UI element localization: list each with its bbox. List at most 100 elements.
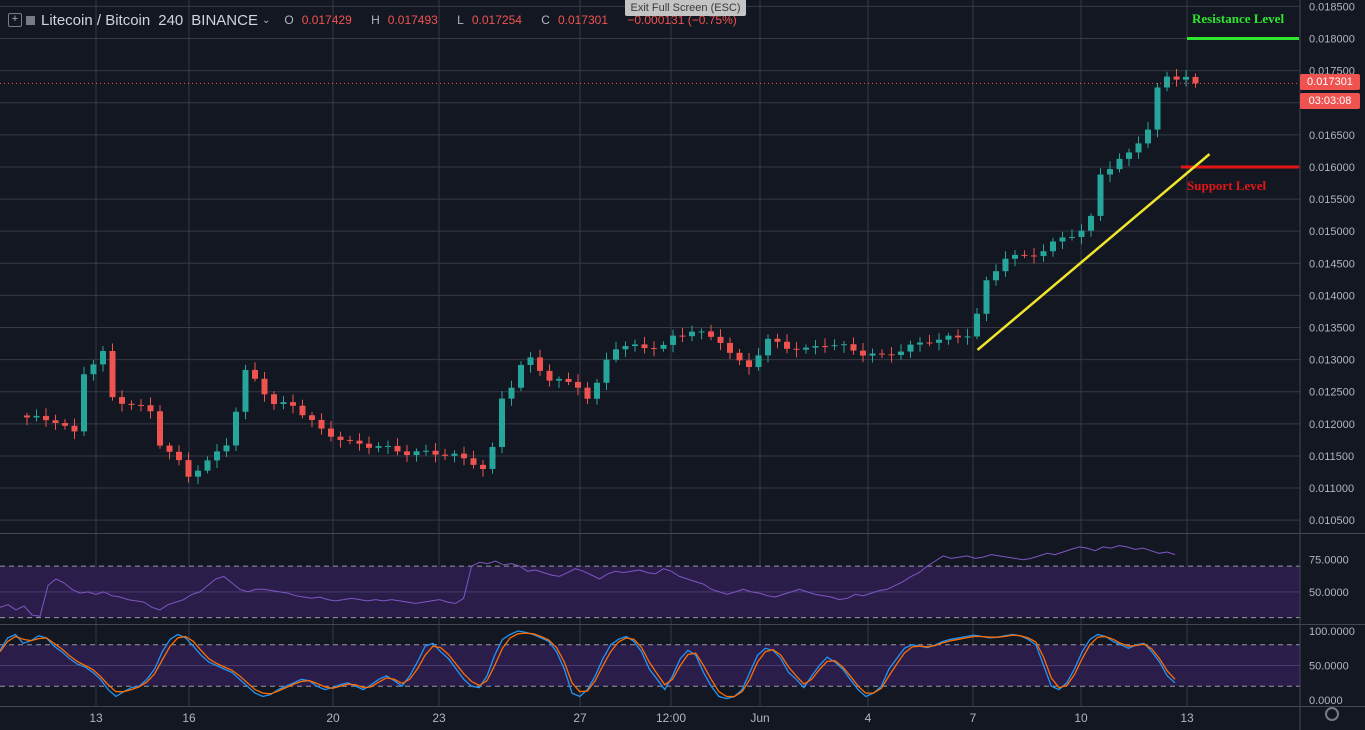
- support-label: Support Level: [1187, 178, 1267, 193]
- candle-body: [356, 440, 363, 444]
- candle-body: [81, 374, 87, 432]
- candle-body: [746, 360, 752, 368]
- candle-body: [71, 425, 78, 432]
- candle-body: [90, 364, 97, 375]
- price-tick-label: 0.011000: [1309, 483, 1354, 495]
- symbol-name[interactable]: Litecoin / Bitcoin: [41, 11, 151, 29]
- candle-body: [964, 336, 971, 338]
- candle-body: [1107, 169, 1113, 175]
- candle-body: [394, 445, 401, 452]
- candle-body: [774, 338, 781, 342]
- candle-body: [223, 445, 230, 452]
- price-change: −0.000131 (−0.75%): [627, 13, 737, 27]
- candle-body: [537, 357, 543, 371]
- price-tick-label: 0.012000: [1309, 419, 1355, 431]
- candle-body: [717, 336, 724, 343]
- candle-body: [489, 446, 496, 469]
- candle-body: [641, 344, 648, 349]
- candle-body: [157, 411, 163, 446]
- candle-body: [24, 415, 30, 418]
- chart-header: + Litecoin / Bitcoin 240 BINANCE ⌄ O 0.01…: [8, 10, 745, 30]
- price-tick-label: 0.016000: [1309, 162, 1355, 174]
- candle-body: [660, 344, 667, 349]
- candle-body: [974, 313, 980, 337]
- candle-body: [33, 415, 40, 418]
- candle-body: [803, 347, 809, 350]
- candle-body: [556, 378, 562, 381]
- candle-body: [128, 403, 135, 405]
- candle-body: [860, 350, 866, 356]
- exit-fullscreen-button[interactable]: Exit Full Screen (ESC): [625, 0, 746, 16]
- ohlc-close: C 0.017301: [541, 13, 608, 27]
- candle-body: [1183, 76, 1189, 80]
- candle-body: [793, 348, 800, 350]
- candle-body: [584, 387, 591, 399]
- resistance-label: Resistance Level: [1192, 11, 1285, 26]
- candle-body: [1116, 158, 1123, 170]
- time-tick-label: 27: [573, 711, 587, 725]
- candle-body: [413, 451, 420, 456]
- ohlc-open: O 0.017429: [284, 13, 352, 27]
- candle-body: [271, 394, 277, 405]
- candle-body: [1135, 143, 1142, 153]
- candle-body: [1192, 76, 1199, 84]
- candle-body: [755, 355, 762, 368]
- candle-body: [565, 378, 572, 382]
- candle-body: [508, 387, 515, 399]
- time-tick-label: 13: [89, 711, 103, 725]
- chevron-down-icon[interactable]: ⌄: [261, 14, 271, 26]
- price-tick-label: 0.013000: [1309, 355, 1355, 367]
- price-tick-label: 0.012500: [1309, 387, 1355, 399]
- price-tick-label: 0.014500: [1309, 258, 1355, 270]
- candle-body: [850, 344, 857, 351]
- candle-body: [765, 338, 771, 356]
- candle-body: [480, 464, 486, 469]
- candle-body: [366, 443, 372, 448]
- candle-body: [955, 335, 961, 338]
- candle-body: [784, 341, 790, 349]
- bar-countdown-badge: 03:03:08: [1300, 93, 1360, 109]
- candle-body: [261, 378, 268, 395]
- candle-body: [1050, 241, 1056, 252]
- candle-body: [1145, 129, 1151, 144]
- candle-body: [442, 454, 448, 456]
- candle-body: [252, 369, 258, 379]
- candle-body: [1021, 254, 1028, 256]
- candle-body: [43, 415, 49, 421]
- candle-body: [527, 357, 534, 365]
- candle-body: [1069, 236, 1075, 238]
- candle-body: [1031, 255, 1037, 257]
- candle-body: [679, 335, 686, 337]
- time-tick-label: 20: [326, 711, 340, 725]
- candle-body: [1078, 230, 1085, 237]
- exchange-label[interactable]: BINANCE: [191, 11, 258, 29]
- interval-label[interactable]: 240: [158, 11, 184, 29]
- trendline: [976, 153, 1211, 351]
- candle-body: [546, 370, 553, 381]
- candle-body: [166, 445, 173, 452]
- candle-body: [318, 419, 325, 429]
- candle-body: [242, 369, 249, 412]
- candle-body: [651, 348, 657, 350]
- gear-icon[interactable]: [1325, 707, 1339, 721]
- candle-body: [119, 397, 125, 404]
- candle-body: [708, 331, 714, 337]
- candle-body: [147, 405, 154, 412]
- candle-body: [499, 398, 505, 447]
- ohlc-values: O 0.017429 H 0.017493 L 0.017254 C 0.017301 …: [284, 13, 744, 27]
- candle-body: [831, 345, 838, 347]
- add-symbol-button[interactable]: +: [8, 13, 22, 27]
- candle-body: [176, 451, 182, 461]
- time-tick-label: 4: [865, 711, 872, 725]
- candle-body: [52, 420, 59, 423]
- candle-body: [869, 353, 876, 356]
- candle-body: [736, 352, 743, 361]
- stoch-tick-label: 100.0000: [1309, 626, 1355, 638]
- candle-body: [822, 346, 828, 348]
- candle-body: [594, 382, 600, 399]
- rsi-tick-label: 50.0000: [1309, 587, 1349, 599]
- candle-body: [100, 350, 106, 365]
- ohlc-high: H 0.017493: [371, 13, 438, 27]
- candle-body: [423, 450, 429, 452]
